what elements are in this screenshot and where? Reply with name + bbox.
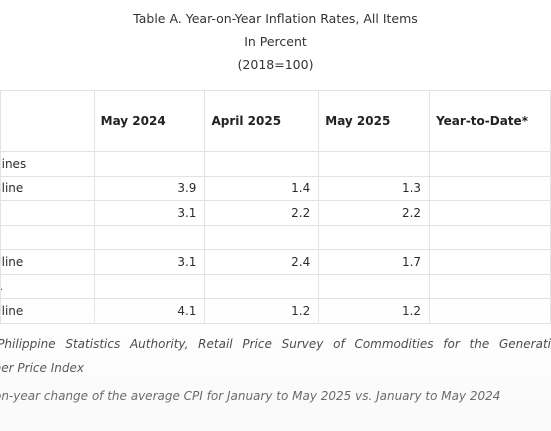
- cell-year-to-date: [429, 249, 551, 275]
- source-note-line1: e: Philippine Statistics Authority, Reta…: [0, 337, 551, 351]
- cell-april-2025: 1.4: [204, 175, 320, 201]
- cell-may-2024: [93, 273, 206, 299]
- cell-april-2025: 1.2: [204, 298, 320, 324]
- cell-year-to-date: [429, 200, 551, 226]
- inflation-table: May 2024 April 2025 May 2025 Year-to-Dat…: [0, 90, 551, 324]
- cell-may-2025: 1.3: [318, 175, 431, 201]
- row-label: [0, 224, 95, 250]
- cell-april-2025: 2.4: [204, 249, 320, 275]
- header-april-2025: April 2025: [204, 90, 320, 152]
- table-notes: e: Philippine Statistics Authority, Reta…: [0, 332, 551, 408]
- table-header-row: May 2024 April 2025 May 2025 Year-to-Dat…: [0, 90, 551, 152]
- cell-year-to-date: [429, 151, 551, 177]
- cell-april-2025: 2.2: [204, 200, 320, 226]
- cell-year-to-date: [429, 224, 551, 250]
- cell-year-to-date: [429, 298, 551, 324]
- table-title: Table A. Year-on-Year Inflation Rates, A…: [133, 11, 418, 26]
- cell-april-2025: [204, 151, 320, 177]
- table-base-year: (2018=100): [237, 57, 314, 72]
- header-label-col: [0, 90, 95, 152]
- cell-may-2024: 3.1: [93, 249, 206, 275]
- table-row: pines: [0, 151, 551, 177]
- header-year-to-date: Year-to-Date*: [429, 90, 551, 152]
- row-label: R: [0, 273, 95, 299]
- table-row: dline 3.9 1.4 1.3: [0, 175, 551, 201]
- row-label: dline: [0, 175, 95, 201]
- row-label: e: [0, 200, 95, 226]
- row-label: pines: [0, 151, 95, 177]
- cell-year-to-date: [429, 175, 551, 201]
- table-row: dline 3.1 2.4 1.7: [0, 249, 551, 275]
- cell-may-2024: [93, 224, 206, 250]
- table-row: e 3.1 2.2 2.2: [0, 200, 551, 226]
- row-label: dline: [0, 249, 95, 275]
- header-may-2025: May 2025: [318, 90, 431, 152]
- source-note-line2: umer Price Index: [0, 361, 84, 375]
- cell-april-2025: [204, 224, 320, 250]
- table-row: R: [0, 273, 551, 299]
- cell-may-2025: 1.2: [318, 298, 431, 324]
- cell-may-2024: [93, 151, 206, 177]
- cell-may-2024: 3.1: [93, 200, 206, 226]
- table-unit: In Percent: [244, 34, 307, 49]
- footnote: on-year change of the average CPI for Ja…: [0, 389, 501, 403]
- cell-may-2024: 4.1: [93, 298, 206, 324]
- cell-may-2025: 2.2: [318, 200, 431, 226]
- table-row: dline 4.1 1.2 1.2: [0, 298, 551, 324]
- cell-may-2025: [318, 273, 431, 299]
- cell-may-2024: 3.9: [93, 175, 206, 201]
- row-label: dline: [0, 298, 95, 324]
- table-row: [0, 224, 551, 250]
- cell-may-2025: [318, 224, 431, 250]
- header-may-2024: May 2024: [93, 90, 206, 152]
- cell-year-to-date: [429, 273, 551, 299]
- cell-may-2025: [318, 151, 431, 177]
- cell-may-2025: 1.7: [318, 249, 431, 275]
- table-title-block: Table A. Year-on-Year Inflation Rates, A…: [0, 7, 551, 76]
- cell-april-2025: [204, 273, 320, 299]
